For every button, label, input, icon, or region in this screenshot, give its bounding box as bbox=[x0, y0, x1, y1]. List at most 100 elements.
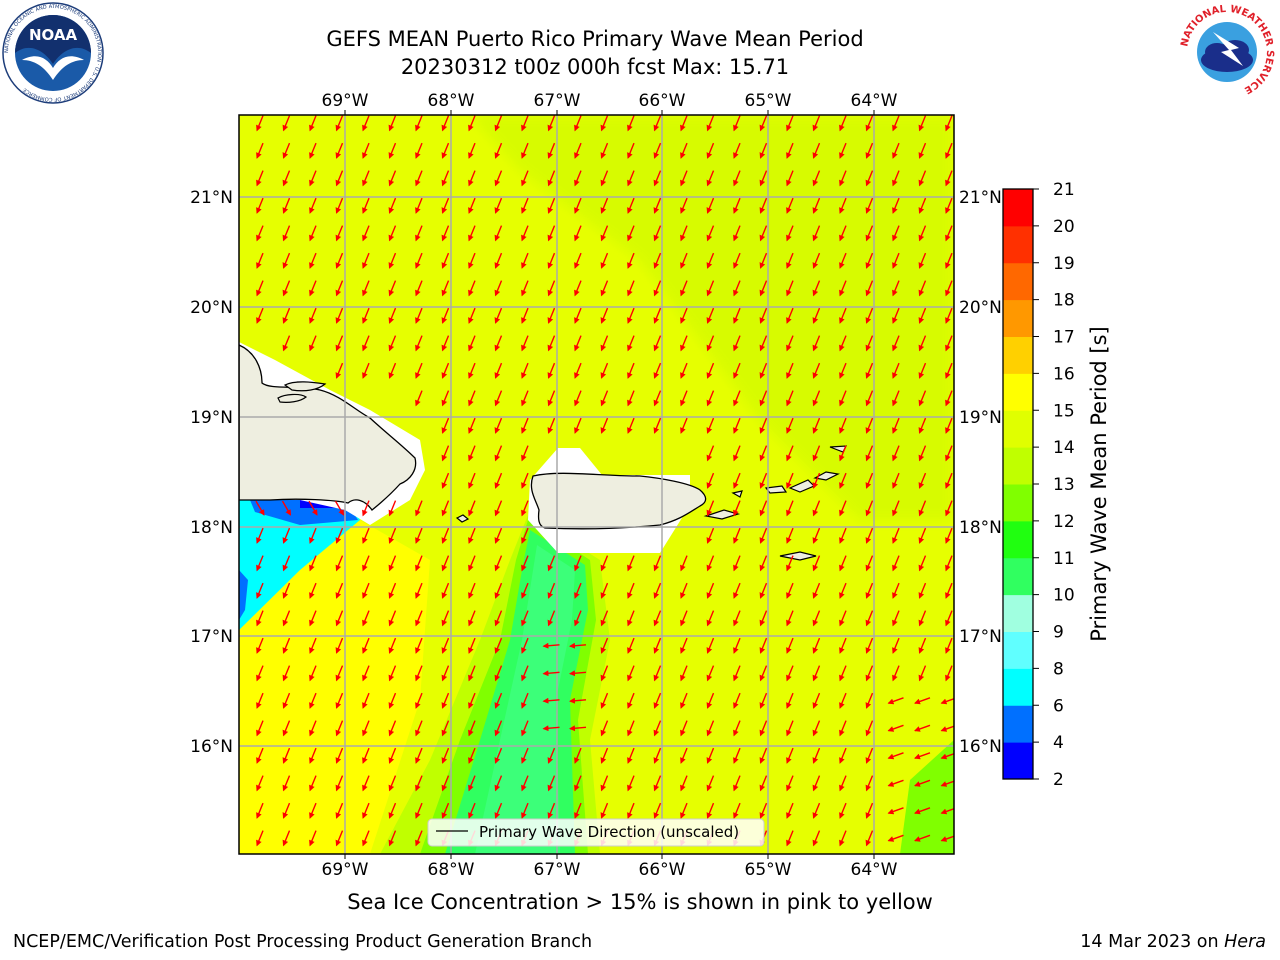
wave-arrow bbox=[415, 665, 423, 682]
wave-arrow bbox=[892, 225, 900, 242]
wave-arrow bbox=[892, 280, 900, 297]
wave-arrow bbox=[521, 225, 529, 242]
wave-arrow bbox=[388, 335, 397, 352]
wave-arrow bbox=[680, 747, 688, 764]
lat-label-16n-right: 16°N bbox=[959, 737, 1002, 757]
wave-arrow bbox=[812, 335, 821, 352]
wave-arrow bbox=[918, 390, 927, 407]
wave-arrow bbox=[786, 417, 794, 434]
wave-arrow bbox=[945, 252, 953, 269]
wave-arrow bbox=[786, 307, 794, 324]
wave-arrow bbox=[892, 115, 900, 132]
wave-arrow bbox=[706, 555, 715, 572]
wave-arrow bbox=[839, 720, 847, 737]
wave-arrow bbox=[914, 752, 931, 760]
wave-arrow bbox=[415, 747, 423, 764]
wave-arrow bbox=[441, 692, 450, 709]
wave-arrow bbox=[521, 527, 529, 544]
wave-arrow bbox=[945, 142, 953, 159]
wave-arrow bbox=[892, 610, 900, 627]
wave-arrow bbox=[706, 665, 715, 682]
wave-arrow bbox=[918, 142, 927, 159]
colorbar: 2 4 6 8 9 10 11 12 13 14 15 16 17 18 19 20 21 Primary Wa… bbox=[1002, 180, 1111, 790]
wave-arrow bbox=[547, 802, 556, 819]
lon-label-66w-bottom: 66°W bbox=[639, 860, 686, 880]
wave-arrow bbox=[680, 720, 688, 737]
wave-arrow bbox=[839, 170, 847, 187]
wave-arrow bbox=[600, 775, 609, 792]
wave-arrow bbox=[733, 582, 741, 599]
wave-arrow bbox=[839, 830, 847, 847]
wave-arrow bbox=[733, 747, 741, 764]
wave-arrow bbox=[335, 830, 344, 847]
wave-arrow bbox=[547, 197, 556, 214]
wave-arrow bbox=[945, 280, 953, 297]
wave-arrow bbox=[388, 637, 397, 654]
wave-arrow bbox=[542, 697, 560, 704]
wave-arrow bbox=[441, 775, 450, 792]
wave-arrow bbox=[945, 527, 953, 544]
wave-arrow bbox=[733, 500, 741, 517]
wave-arrow bbox=[600, 252, 609, 269]
wave-arrow bbox=[812, 445, 821, 462]
wave-arrow bbox=[653, 335, 662, 352]
wave-arrow bbox=[256, 142, 264, 159]
wave-arrow bbox=[865, 500, 874, 517]
wave-arrow bbox=[940, 807, 954, 815]
wave-arrow bbox=[362, 362, 370, 379]
wave-arrow bbox=[680, 115, 688, 132]
wave-arrow bbox=[680, 775, 688, 792]
wave-arrow bbox=[733, 362, 741, 379]
wave-arrow bbox=[786, 692, 794, 709]
wave-arrow bbox=[362, 115, 370, 132]
wave-arrow bbox=[733, 775, 741, 792]
wave-arrow bbox=[918, 582, 927, 599]
wave-arrow bbox=[918, 500, 927, 517]
wave-arrow bbox=[812, 472, 821, 489]
wave-arrow bbox=[759, 307, 768, 324]
wave-arrow bbox=[839, 417, 847, 434]
wave-arrow bbox=[415, 170, 423, 187]
wave-arrow bbox=[388, 692, 397, 709]
wave-arrow bbox=[759, 417, 768, 434]
wave-arrow bbox=[786, 197, 794, 214]
wave-arrow bbox=[547, 417, 556, 434]
wave-arrow bbox=[918, 197, 927, 214]
wave-arrow bbox=[759, 775, 768, 792]
wave-arrow bbox=[521, 390, 529, 407]
wave-arrow bbox=[309, 720, 317, 737]
wave-arrow bbox=[786, 335, 794, 352]
wave-arrow bbox=[680, 637, 688, 654]
wave-arrow bbox=[415, 775, 423, 792]
colorbar-segment bbox=[1003, 262, 1033, 301]
wave-arrow bbox=[733, 335, 741, 352]
wave-arrow bbox=[865, 225, 874, 242]
colorbar-tick-label: 13 bbox=[1053, 475, 1075, 495]
wave-arrow bbox=[733, 280, 741, 297]
wave-arrow bbox=[812, 720, 821, 737]
wave-arrow bbox=[940, 835, 954, 842]
wave-arrow bbox=[839, 610, 847, 627]
wave-arrow bbox=[653, 362, 662, 379]
wave-arrow bbox=[468, 665, 476, 682]
wave-arrow bbox=[600, 170, 609, 187]
wave-arrow bbox=[812, 775, 821, 792]
wave-arrow bbox=[839, 665, 847, 682]
wave-arrow bbox=[627, 115, 635, 132]
wave-arrow bbox=[600, 417, 609, 434]
wave-arrow bbox=[706, 747, 715, 764]
wave-arrow bbox=[945, 555, 953, 572]
wave-arrow bbox=[892, 555, 900, 572]
wave-arrow bbox=[282, 197, 291, 214]
wave-arrow bbox=[574, 610, 582, 627]
wave-arrow bbox=[256, 802, 264, 819]
wave-arrow bbox=[680, 665, 688, 682]
wave-arrow bbox=[786, 665, 794, 682]
lat-label-17n-right: 17°N bbox=[959, 627, 1002, 647]
wave-arrow bbox=[914, 834, 931, 842]
colorbar-tick-label: 9 bbox=[1053, 623, 1064, 643]
wave-arrow bbox=[680, 307, 688, 324]
wave-arrow bbox=[812, 252, 821, 269]
wave-arrow bbox=[759, 582, 768, 599]
wave-arrow bbox=[839, 362, 847, 379]
